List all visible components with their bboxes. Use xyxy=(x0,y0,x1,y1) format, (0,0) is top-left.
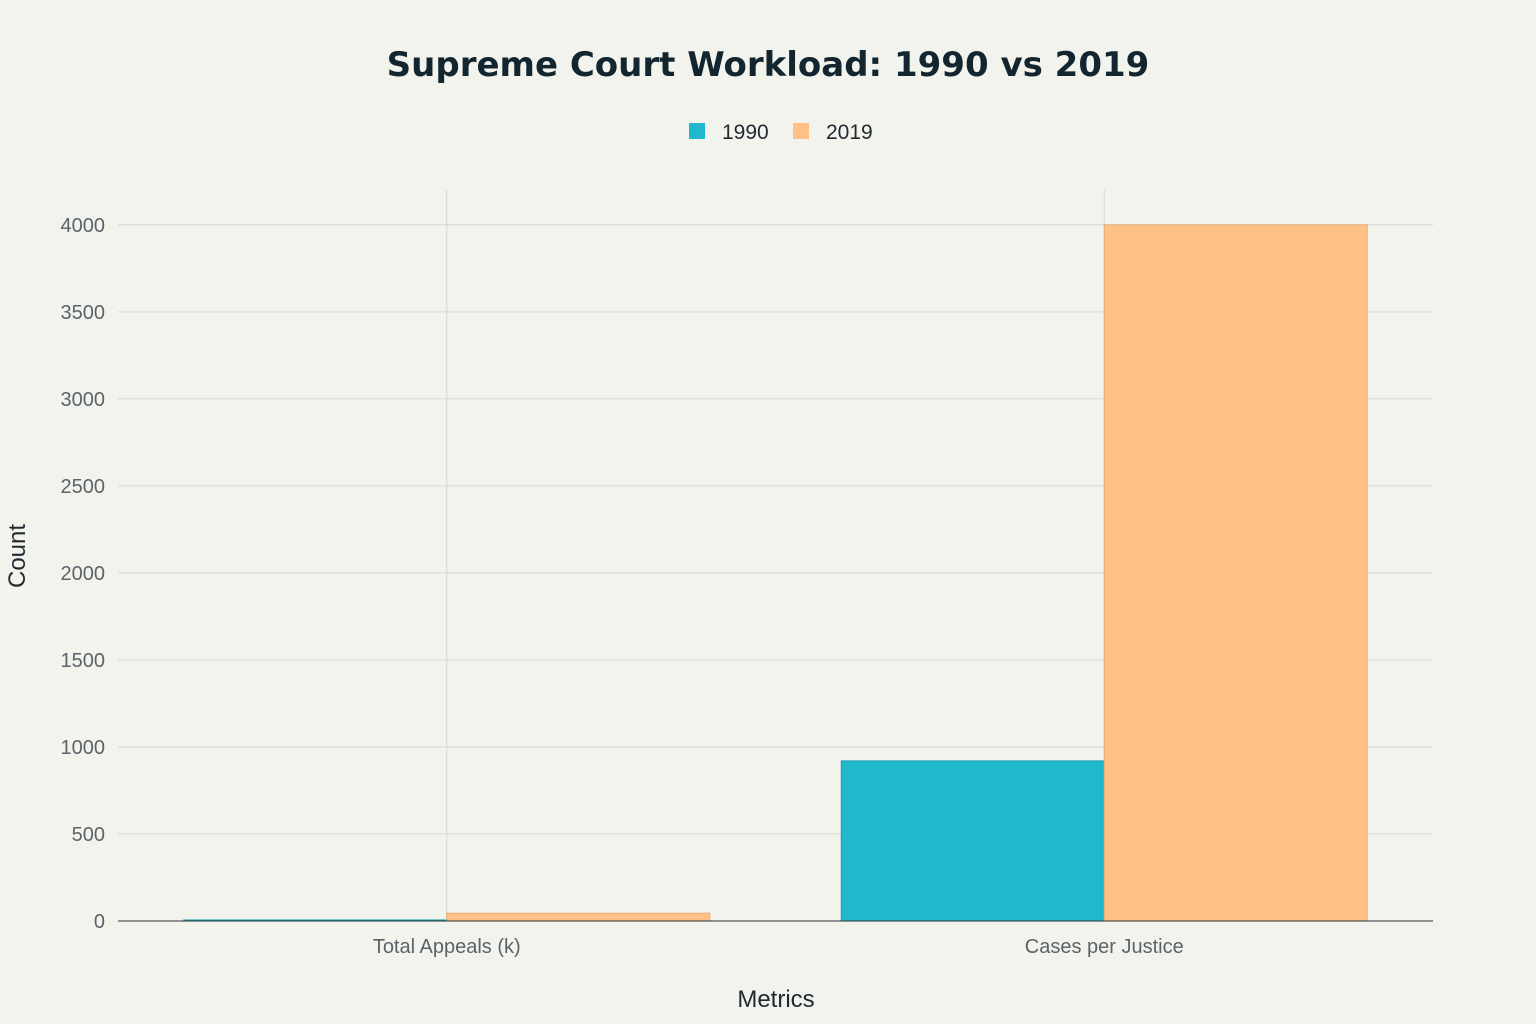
y-tick-label: 1000 xyxy=(61,737,106,759)
x-tick-label: Total Appeals (k) xyxy=(373,936,521,958)
y-tick-label: 1500 xyxy=(61,650,106,672)
y-tick-label: 3500 xyxy=(61,302,106,324)
y-tick-label: 2500 xyxy=(61,476,106,498)
x-axis-title: Metrics xyxy=(737,986,814,1013)
x-tick-label: Cases per Justice xyxy=(1025,936,1184,958)
y-tick-label: 3000 xyxy=(61,389,106,411)
bar-2019-2 xyxy=(1103,224,1368,922)
y-tick-label: 4000 xyxy=(61,215,106,237)
y-axis-title: Count xyxy=(4,524,31,588)
bar-1990-2 xyxy=(840,760,1105,922)
y-tick-label: 500 xyxy=(72,824,105,846)
legend-swatch-2019 xyxy=(793,123,809,139)
legend-label-2019: 2019 xyxy=(826,121,873,144)
legend: 1990 2019 xyxy=(689,121,873,144)
legend-label-1990: 1990 xyxy=(722,121,769,144)
chart-title: Supreme Court Workload: 1990 vs 2019 xyxy=(387,45,1150,85)
y-axis-ticks: 0 500 1000 1500 2000 2500 3000 3500 4000 xyxy=(61,215,106,933)
bar-2019-1 xyxy=(446,912,711,922)
y-tick-label: 0 xyxy=(94,911,105,933)
bars xyxy=(183,224,1368,922)
legend-swatch-1990 xyxy=(689,123,705,139)
x-axis-ticks: Total Appeals (k) Cases per Justice xyxy=(373,936,1184,958)
y-tick-label: 2000 xyxy=(61,563,106,585)
